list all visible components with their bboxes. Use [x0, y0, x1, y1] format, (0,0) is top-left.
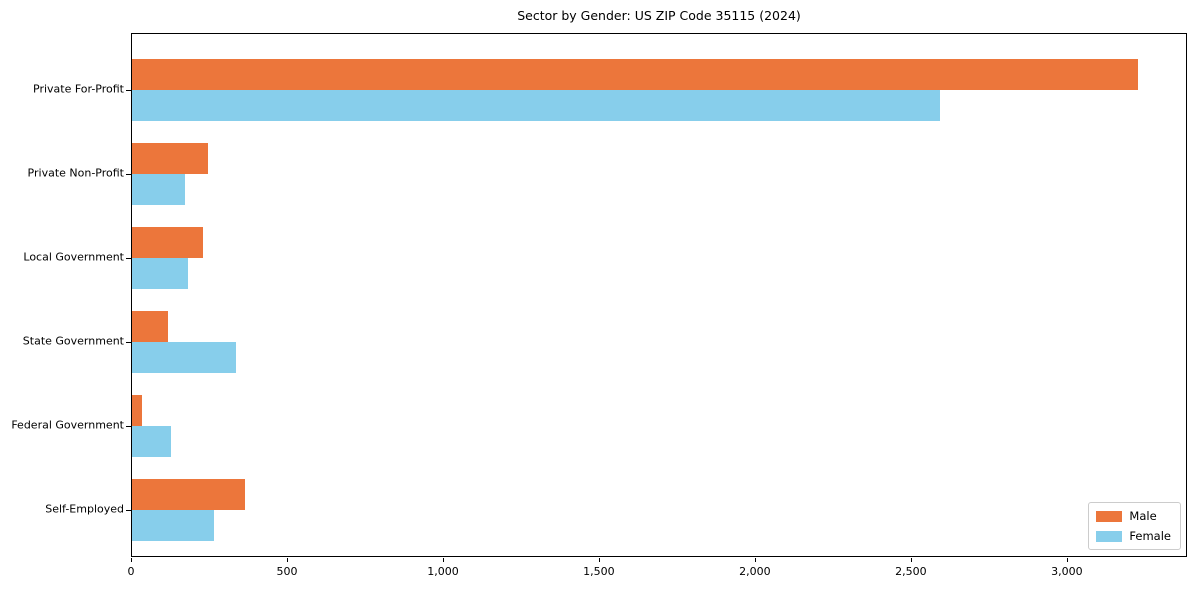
y-axis: Private For-Profit Private Non-Profit Loca…: [0, 33, 124, 557]
bar-female-federal-government: [132, 426, 171, 457]
bar-female-private-non-profit: [132, 174, 185, 205]
y-axis-label: Private Non-Profit: [27, 166, 124, 180]
x-axis-tick-label: 1,000: [427, 565, 459, 578]
plot-area: Male Female: [126, 33, 1187, 557]
legend-entry-male: Male: [1096, 509, 1171, 523]
bar-male-state-government: [132, 311, 169, 342]
y-axis-label: Private For-Profit: [33, 82, 124, 96]
male-legend-label: Male: [1129, 509, 1157, 523]
x-axis-tick: [443, 558, 444, 562]
bar-female-state-government: [132, 342, 237, 373]
chart-title: Sector by Gender: US ZIP Code 35115 (202…: [517, 8, 801, 23]
y-axis-tick: [126, 89, 131, 91]
y-axis-label: Federal Government: [11, 418, 124, 432]
male-legend-swatch: [1096, 510, 1123, 522]
bar-male-local-government: [132, 227, 203, 258]
x-axis-tick-label: 2,500: [895, 565, 927, 578]
x-axis-tick-label: 0: [127, 565, 135, 578]
x-axis-tick-label: 2,000: [739, 565, 771, 578]
x-axis-tick: [287, 558, 288, 562]
female-legend-swatch: [1096, 530, 1123, 542]
x-axis-tick-label: 1,500: [583, 565, 615, 578]
legend: Male Female: [1088, 502, 1181, 550]
bar-male-private-for-profit: [132, 59, 1139, 90]
x-axis-tick: [910, 558, 912, 562]
y-axis-label: State Government: [22, 334, 124, 348]
x-axis-tick-label: 500: [276, 565, 298, 578]
y-axis-tick: [126, 173, 131, 175]
x-axis-tick: [598, 558, 600, 562]
x-axis-tick: [1066, 558, 1068, 562]
y-axis-label: Self-Employed: [45, 502, 124, 516]
female-legend-label: Female: [1129, 529, 1171, 543]
bar-female-self-employed: [132, 510, 214, 541]
bar-male-private-non-profit: [132, 143, 209, 174]
x-axis-tick: [131, 558, 132, 562]
y-axis-tick: [126, 341, 131, 343]
legend-entry-female: Female: [1096, 529, 1171, 543]
bar-male-federal-government: [132, 395, 142, 426]
x-axis-tick-label: 3,000: [1051, 565, 1083, 578]
bar-male-self-employed: [132, 479, 246, 510]
y-axis-tick: [126, 257, 131, 259]
y-axis-label: Local Government: [23, 250, 124, 264]
x-axis-tick: [754, 558, 756, 562]
bar-female-local-government: [132, 258, 188, 289]
y-axis-tick: [126, 509, 131, 511]
y-axis-tick: [126, 425, 131, 427]
bar-female-private-for-profit: [132, 90, 940, 121]
x-axis: 0 500 1,000 1,500 2,000 2,500 3,000: [127, 557, 1187, 587]
